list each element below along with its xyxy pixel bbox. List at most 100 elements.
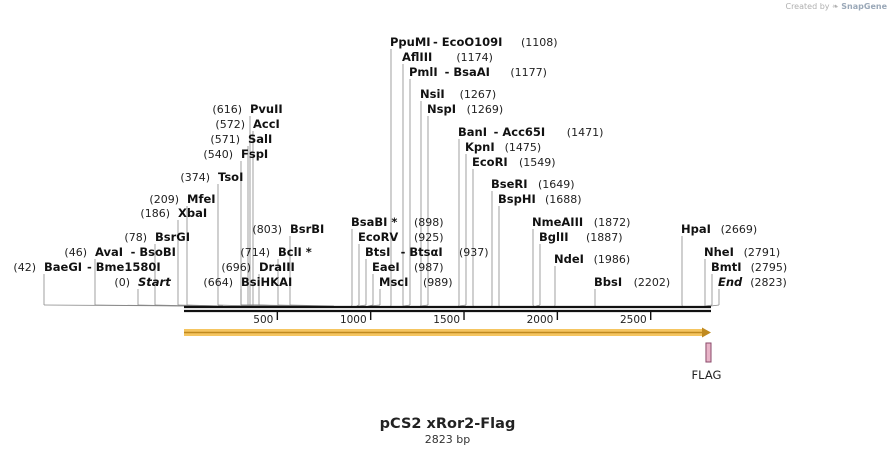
snapgene-logo-icon: ❧ bbox=[832, 2, 839, 11]
site-position: (696) bbox=[221, 261, 251, 274]
site-msci[interactable]: MscI (989) bbox=[368, 275, 453, 307]
site-nsii[interactable]: NsiI (1267) bbox=[420, 87, 497, 307]
site-pvuii[interactable]: PvuII (616) bbox=[212, 102, 300, 307]
site-position: (1887) bbox=[586, 231, 623, 244]
site-ppumi[interactable]: PpuMI - EcoO109I (1108) bbox=[390, 35, 558, 307]
site-position: (1649) bbox=[538, 178, 575, 191]
features: FLAG bbox=[184, 327, 722, 382]
site-position: (2791) bbox=[744, 246, 781, 259]
feature-box bbox=[705, 342, 712, 363]
site-connector-tail bbox=[240, 304, 308, 307]
site-partner: - BsaAI bbox=[445, 65, 490, 79]
map-title: pCS2 xRor2-Flag bbox=[379, 416, 516, 432]
site-partner: - BtsαI bbox=[401, 245, 443, 259]
site-baegi[interactable]: BaeGI (42) - Bme1580I bbox=[13, 260, 192, 307]
site-name: BsrGI bbox=[155, 230, 190, 244]
site-tsoi[interactable]: TsoI (374) bbox=[180, 170, 254, 307]
site-name: MscI bbox=[379, 275, 408, 289]
site-xbai[interactable]: XbaI (186) bbox=[140, 206, 219, 307]
site-name: BclI * bbox=[278, 245, 312, 259]
site-pmli[interactable]: PmlI - BsaAI (1177) bbox=[403, 65, 547, 307]
feature-flag[interactable]: FLAG bbox=[692, 342, 722, 382]
site-ecorv[interactable]: EcoRV (925) bbox=[356, 230, 444, 307]
site-mfei[interactable]: MfeI (209) bbox=[149, 192, 224, 307]
site-end[interactable]: End (2823) bbox=[710, 275, 787, 307]
site-position: (571) bbox=[210, 133, 240, 146]
site-bsrgi[interactable]: BsrGI (78) bbox=[124, 230, 199, 307]
site-position: (987) bbox=[414, 261, 444, 274]
site-name: AvaI bbox=[95, 245, 123, 259]
site-position: (1471) bbox=[567, 126, 604, 139]
site-position: (1549) bbox=[519, 156, 556, 169]
site-fspi[interactable]: FspI (540) bbox=[203, 147, 285, 307]
site-name: NmeAIII bbox=[532, 215, 583, 229]
site-bsihkai[interactable]: BsiHKAI (664) bbox=[203, 275, 308, 307]
tick-label: 500 bbox=[253, 314, 273, 326]
site-bsphi[interactable]: BspHI (1688) bbox=[498, 192, 582, 307]
snapgene-credit: Created by ❧ SnapGene bbox=[785, 2, 887, 11]
tick-2500: 2500 bbox=[620, 312, 652, 326]
orf-arrow[interactable] bbox=[184, 327, 711, 338]
site-bani[interactable]: BanI - Acc65I (1471) bbox=[458, 125, 604, 307]
site-bseri[interactable]: BseRI (1649) bbox=[491, 177, 575, 307]
site-position: (2669) bbox=[721, 223, 758, 236]
site-connector-tail bbox=[358, 304, 367, 307]
site-name: EcoRI bbox=[472, 155, 508, 169]
site-position: (1174) bbox=[456, 51, 493, 64]
site-eaei[interactable]: EaeI (987) bbox=[368, 260, 444, 307]
site-position: (898) bbox=[414, 216, 444, 229]
site-position: (540) bbox=[203, 148, 233, 161]
site-name: NdeI bbox=[554, 252, 584, 266]
site-name: BseRI bbox=[491, 177, 528, 191]
tick-label: 1500 bbox=[433, 314, 460, 326]
site-btsi[interactable]: BtsI - BtsαI (937) bbox=[358, 245, 489, 307]
site-ecori[interactable]: EcoRI (1549) bbox=[472, 155, 556, 307]
site-position: (2823) bbox=[750, 276, 787, 289]
site-connector-tail bbox=[177, 304, 219, 307]
site-name: BbsI bbox=[594, 275, 622, 289]
site-connector-tail bbox=[536, 304, 541, 307]
site-name: SalI bbox=[248, 132, 272, 146]
site-draiii[interactable]: DraIII (696) bbox=[221, 260, 314, 307]
site-position: (2202) bbox=[634, 276, 671, 289]
site-nspi[interactable]: NspI (1269) bbox=[420, 102, 503, 307]
site-nmeaiii[interactable]: NmeAIII (1872) bbox=[532, 215, 630, 307]
site-position: (937) bbox=[459, 246, 489, 259]
site-nhei[interactable]: NheI (2791) bbox=[704, 245, 781, 307]
site-name: End bbox=[718, 275, 743, 289]
site-position: (989) bbox=[423, 276, 453, 289]
site-kpni[interactable]: KpnI (1475) bbox=[459, 140, 541, 307]
site-name: BtsI bbox=[365, 245, 390, 259]
site-position: (46) bbox=[64, 246, 87, 259]
site-position: (1267) bbox=[460, 88, 497, 101]
site-position: (42) bbox=[13, 261, 36, 274]
site-connector-tail bbox=[459, 304, 467, 307]
site-position: (1177) bbox=[510, 66, 547, 79]
tick-1000: 1000 bbox=[340, 312, 372, 326]
site-partner: - EcoO109I bbox=[433, 35, 502, 49]
site-partner: - Acc65I bbox=[494, 125, 546, 139]
site-name: BsrBI bbox=[290, 222, 324, 236]
site-connector-tail bbox=[217, 304, 254, 307]
site-hpai[interactable]: HpaI (2669) bbox=[681, 222, 758, 307]
site-ndei[interactable]: NdeI (1986) bbox=[554, 252, 631, 307]
site-position: (1986) bbox=[594, 253, 631, 266]
site-bmti[interactable]: BmtI (2795) bbox=[705, 260, 787, 307]
site-name: NheI bbox=[704, 245, 734, 259]
site-name: HpaI bbox=[681, 222, 711, 236]
site-position: (714) bbox=[240, 246, 270, 259]
site-partner: - Bme1580I bbox=[87, 260, 161, 274]
site-name: BaeGI bbox=[44, 260, 82, 274]
site-position: (616) bbox=[212, 103, 242, 116]
site-afliii[interactable]: AflIII (1174) bbox=[402, 50, 493, 307]
site-name: MfeI bbox=[187, 192, 216, 206]
site-bglii[interactable]: BglII (1887) bbox=[536, 230, 623, 307]
site-bsabi[interactable]: BsaBI * (898) bbox=[351, 215, 444, 307]
credit-brand: SnapGene bbox=[841, 2, 887, 11]
site-start[interactable]: Start (0) bbox=[114, 275, 185, 307]
site-bbsi[interactable]: BbsI (2202) bbox=[594, 275, 671, 307]
site-connector-tail bbox=[420, 304, 429, 307]
site-name: AflIII bbox=[402, 50, 432, 64]
site-connector-tail bbox=[705, 304, 713, 307]
site-name: EaeI bbox=[372, 260, 400, 274]
